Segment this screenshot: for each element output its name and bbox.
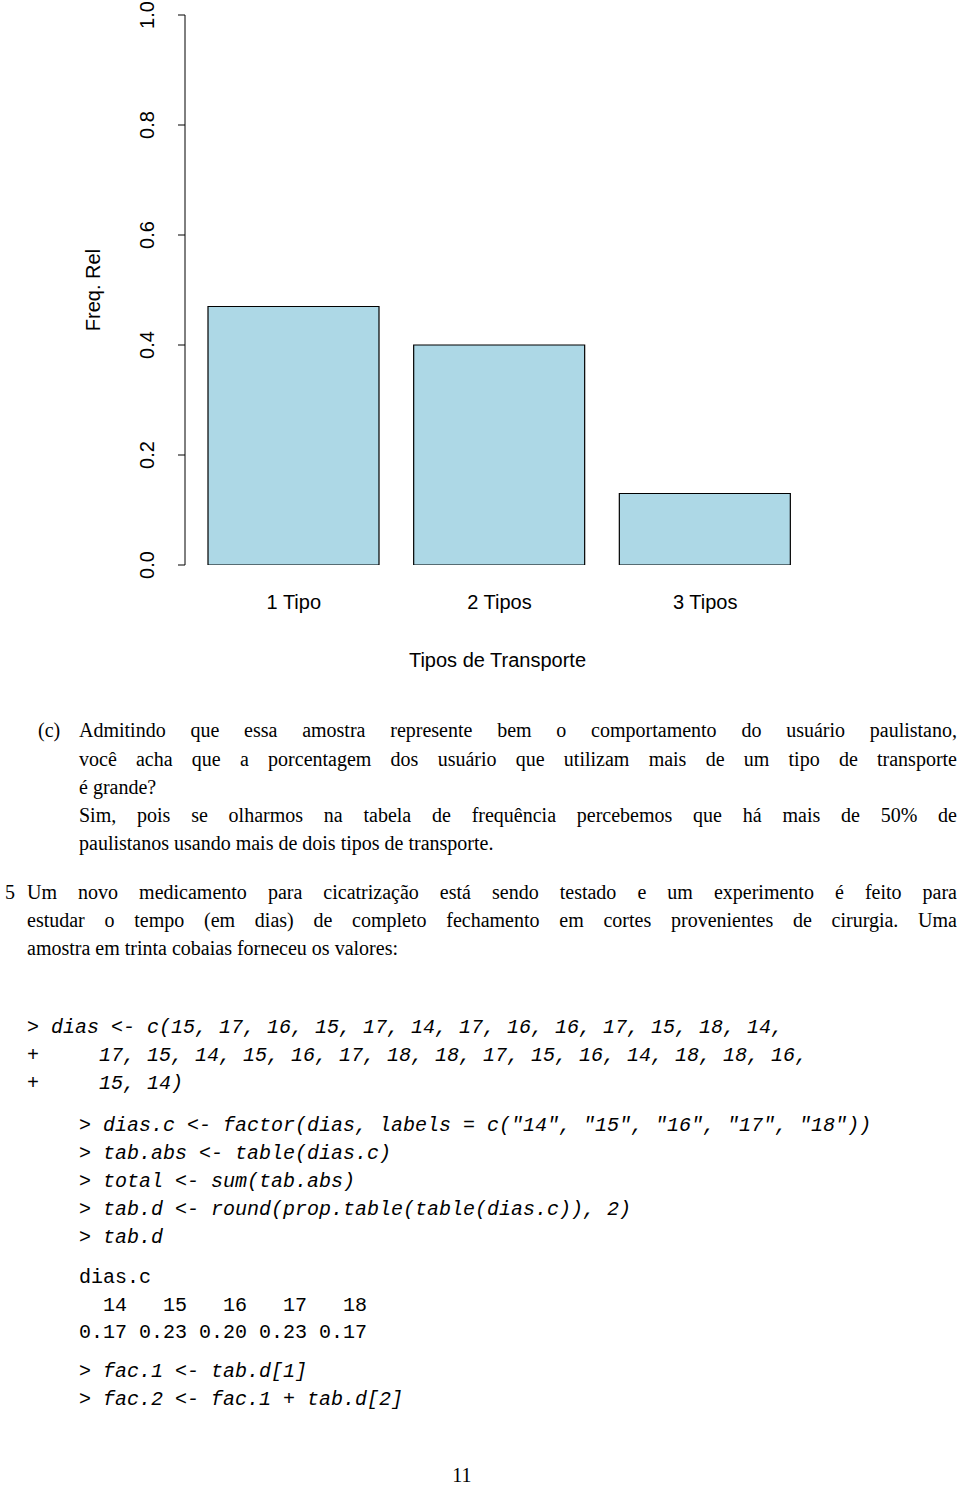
- html-text:> tab.d: > tab.d: [79, 1226, 163, 1249]
- html-text:> total <- sum(tab.abs): > total <- sum(tab.abs): [79, 1170, 355, 1193]
- html-text:estudar o tempo (em dias) de c: estudar o tempo (em dias) de completo fe…: [27, 909, 957, 931]
- html-text:14 15 16 17 18: 14 15 16 17 18: [79, 1293, 367, 1317]
- html-text:> tab.d <- round(prop.table(ta: > tab.d <- round(prop.table(table(dias.c…: [79, 1198, 632, 1221]
- html-text:0.17 0.23 0.20 0.23 0.17: 0.17 0.23 0.20 0.23 0.17: [79, 1321, 367, 1344]
- html-text:Admitindo que essa amostra rep: Admitindo que essa amostra represente be…: [79, 719, 957, 741]
- html-text:> fac.1 <- tab.d[1]: > fac.1 <- tab.d[1]: [79, 1360, 307, 1383]
- svg-text:0.0: 0.0: [136, 551, 158, 579]
- svg-text:0.6: 0.6: [136, 221, 158, 249]
- svg-text:0.4: 0.4: [136, 331, 158, 359]
- html-text:> dias.c <- factor(dias, label: > dias.c <- factor(dias, labels = c("14"…: [79, 1114, 872, 1137]
- html-text:> fac.2 <- fac.1 + tab.d[2]: > fac.2 <- fac.1 + tab.d[2]: [79, 1388, 404, 1411]
- html-text:+ 15, 14): + 15, 14): [27, 1072, 183, 1095]
- html-text:Um novo medicamento para cicat: Um novo medicamento para cicatrização es…: [27, 881, 957, 903]
- svg-text:1.0: 1.0: [136, 1, 158, 29]
- svg-text:Tipos de Transporte: Tipos de Transporte: [409, 649, 586, 671]
- svg-text:2 Tipos: 2 Tipos: [467, 591, 531, 613]
- html-text:(c): (c): [38, 719, 61, 741]
- svg-text:3 Tipos: 3 Tipos: [673, 591, 737, 613]
- html-text:você acha que a porcentagem do: você acha que a porcentagem dos usuário …: [79, 748, 957, 770]
- svg-text:0.8: 0.8: [136, 111, 158, 139]
- html-text:+ 17, 15, 14, 15, 16, 17, 18,: + 17, 15, 14, 15, 16, 17, 18, 18, 17, 15…: [27, 1044, 808, 1067]
- html-text:11: 11: [452, 1464, 472, 1485]
- html-text:Sim, pois se olharmos na tabel: Sim, pois se olharmos na tabela de frequ…: [79, 804, 957, 826]
- html-text:> tab.abs <- table(dias.c): > tab.abs <- table(dias.c): [79, 1142, 392, 1165]
- svg-text:1 Tipo: 1 Tipo: [267, 591, 321, 613]
- svg-text:0.2: 0.2: [136, 441, 158, 469]
- html-text:é grande?: é grande?: [79, 776, 157, 798]
- html-text:paulistanos usando mais de doi: paulistanos usando mais de dois tipos de…: [79, 832, 494, 854]
- html-text:amostra em trinta cobaias forn: amostra em trinta cobaias forneceu os va…: [27, 937, 398, 959]
- html-text:5: 5: [5, 881, 15, 903]
- html-text:> dias <- c(15, 17, 16, 15, 17: > dias <- c(15, 17, 16, 15, 17, 14, 17, …: [27, 1016, 784, 1039]
- svg-text:Freq. Rel: Freq. Rel: [82, 249, 104, 331]
- html-text:dias.c: dias.c: [79, 1266, 151, 1289]
